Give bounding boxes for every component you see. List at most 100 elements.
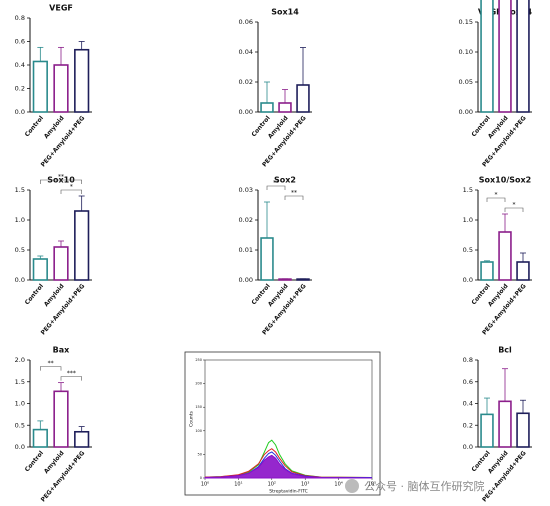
y-tick-label: 0.0 (15, 276, 25, 284)
y-tick-label: 0.2 (15, 85, 25, 93)
watermark: 公众号 · 脑体互作研究院 (364, 479, 485, 493)
x-tick-label: Control (24, 283, 45, 307)
bar (296, 278, 310, 281)
x-tick-label: 10⁴ (334, 482, 342, 488)
bar (498, 231, 512, 281)
bar (516, 261, 530, 281)
bar (498, 0, 512, 113)
bar (32, 258, 48, 281)
y-tick-label: 0.04 (239, 48, 253, 56)
y-tick-label: 0.00 (239, 276, 253, 284)
significance-bracket (40, 366, 62, 371)
bar (74, 48, 90, 113)
x-tick-label: 10³ (301, 482, 309, 488)
significance-label: ** (273, 180, 279, 187)
y-tick-label: 250 (195, 358, 202, 362)
histogram-line (204, 439, 373, 478)
bar (480, 413, 494, 448)
x-tick-label: 10⁰ (201, 482, 209, 488)
y-tick-label: 0.4 (463, 400, 473, 408)
bar (516, 0, 530, 113)
bar (74, 210, 90, 281)
chart-title: Bcl (498, 346, 512, 355)
bar (498, 400, 512, 448)
chart-title: Sox2 (274, 176, 296, 185)
bar (480, 261, 494, 281)
x-tick-label: Control (24, 115, 45, 139)
significance-label: * (495, 192, 498, 199)
y-tick-label: 0.10 (459, 48, 473, 56)
y-tick-label: 1.0 (463, 216, 473, 224)
bar (278, 278, 292, 281)
chart-title: Bax (53, 346, 70, 355)
bar (53, 64, 69, 113)
significance-bracket (284, 195, 304, 200)
significance-bracket (60, 189, 82, 194)
x-tick-label: PEG+Amyloid+PEG (40, 450, 87, 504)
significance-label: *** (67, 370, 76, 377)
y-axis-label: Counts (189, 410, 195, 426)
y-tick-label: 1.0 (15, 216, 25, 224)
y-tick-label: 0.8 (463, 356, 473, 364)
y-tick-label: 0.00 (239, 108, 253, 116)
x-tick-label: PEG+Amyloid+PEG (40, 115, 87, 169)
y-tick-label: 0.02 (239, 78, 253, 86)
bar (53, 390, 69, 448)
bar (278, 102, 292, 113)
x-axis-label: Streptavidin-FITC (269, 489, 308, 495)
significance-label: ** (48, 360, 54, 367)
significance-label: ** (58, 174, 64, 181)
y-tick-label: 0.0 (15, 108, 25, 116)
bar (296, 84, 310, 113)
bar (53, 246, 69, 281)
histogram-area (204, 454, 373, 479)
y-tick-label: 0.03 (239, 186, 253, 194)
y-tick-label: 0.06 (239, 18, 253, 26)
significance-bracket (486, 197, 506, 202)
y-tick-label: 0.01 (239, 246, 253, 254)
y-tick-label: 1.5 (15, 378, 25, 386)
y-tick-label: 0.6 (15, 38, 25, 46)
y-tick-label: 1.0 (15, 400, 25, 408)
significance-bracket (60, 376, 82, 381)
plot-frame (204, 359, 373, 479)
bar (32, 428, 48, 448)
x-tick-label: 10² (268, 482, 276, 488)
x-tick-label: 10⁵ (368, 482, 376, 488)
y-tick-label: 0.5 (463, 246, 473, 254)
bar (74, 430, 90, 448)
x-tick-label: 10¹ (234, 482, 242, 488)
y-tick-label: 0.8 (15, 14, 25, 22)
histogram-line (204, 448, 373, 478)
y-tick-label: 0.02 (239, 216, 253, 224)
x-tick-label: PEG+Amyloid+PEG (40, 283, 87, 337)
y-tick-label: 0.2 (463, 421, 473, 429)
y-tick-label: 1.5 (15, 186, 25, 194)
significance-bracket (40, 179, 82, 184)
y-tick-label: 0.0 (463, 276, 473, 284)
y-tick-label: 0 (200, 476, 202, 480)
bar (480, 0, 494, 113)
y-tick-label: 100 (195, 429, 202, 433)
y-tick-label: 0.0 (15, 443, 25, 451)
bar (516, 412, 530, 448)
bar (260, 237, 274, 281)
y-tick-label: 2.0 (15, 356, 25, 364)
significance-bracket (504, 207, 524, 212)
watermark-icon (345, 479, 359, 493)
chart-title: Sox10/Sox2 (479, 176, 531, 185)
significance-label: * (70, 184, 73, 191)
significance-label: * (513, 202, 516, 209)
y-tick-label: 150 (195, 405, 202, 409)
chart-title: VEGF (49, 4, 73, 13)
y-tick-label: 0.0 (463, 443, 473, 451)
y-tick-label: 50 (198, 452, 202, 456)
y-tick-label: 0.4 (15, 61, 25, 69)
flow-frame (184, 351, 381, 496)
bar (32, 60, 48, 113)
significance-label: ** (291, 190, 297, 197)
significance-bracket (266, 185, 286, 190)
y-tick-label: 0.15 (459, 18, 473, 26)
y-tick-label: 0.6 (463, 378, 473, 386)
